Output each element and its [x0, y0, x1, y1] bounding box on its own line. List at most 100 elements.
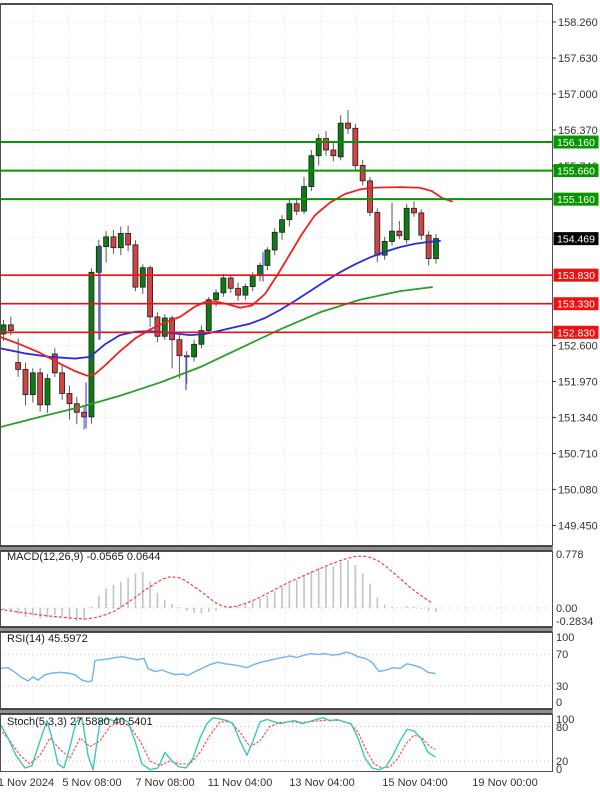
- bull-candle: [139, 267, 146, 288]
- bear-candle: [169, 317, 175, 341]
- current-price-label: 154.469: [557, 234, 595, 246]
- rsi-axis-label: 70: [556, 649, 568, 661]
- bear-candle: [293, 203, 300, 212]
- bull-candle: [381, 241, 388, 256]
- bear-candle: [345, 122, 351, 129]
- bear-candle: [359, 165, 366, 182]
- bear-candle: [81, 411, 88, 418]
- bull-candle: [279, 219, 285, 233]
- bear-candle: [37, 372, 44, 406]
- bear-candle: [15, 362, 22, 370]
- bear-candle: [66, 393, 73, 405]
- bull-candle: [403, 207, 410, 241]
- bull-candle: [242, 286, 249, 296]
- price-axis-label: 157.630: [558, 53, 598, 65]
- price-axis-label: 150.710: [558, 448, 598, 460]
- rsi-axis-label: 100: [556, 632, 574, 644]
- price-axis-label: 152.600: [558, 340, 598, 352]
- rsi-line: [0, 651, 436, 683]
- date-axis-label: 19 Nov 00:00: [472, 777, 537, 789]
- stoch-axis-label: 0: [556, 764, 562, 776]
- bull-candle: [44, 378, 51, 406]
- resistance-price-label: 156.160: [557, 137, 595, 149]
- bear-candle: [125, 233, 132, 246]
- bear-candle: [235, 287, 241, 296]
- bull-candle: [389, 230, 395, 242]
- price-axis-label: 150.080: [558, 484, 598, 496]
- panel-border: [0, 551, 553, 627]
- resistance-price-label-box: [553, 164, 599, 178]
- date-axis-label: 5 Nov 08:00: [62, 777, 121, 789]
- date-axis-label: 1 Nov 2024: [0, 777, 54, 789]
- price-axis-label: 151.970: [558, 376, 598, 388]
- macd-signal-line: [0, 555, 434, 620]
- bull-candle: [205, 299, 212, 331]
- support-price-label-box: [553, 268, 599, 282]
- bull-candle: [117, 233, 124, 249]
- panel-separator: [0, 709, 553, 714]
- current-price-label-box: [553, 232, 599, 246]
- date-axis-label: 13 Nov 04:00: [289, 777, 354, 789]
- macd-axis-label: 0.778: [556, 549, 584, 561]
- bear-candle: [132, 244, 139, 288]
- price-axis-label: 151.340: [558, 412, 598, 424]
- price-axis-label: 156.370: [558, 125, 598, 137]
- ma-green-line: [0, 286, 433, 429]
- bear-candle: [183, 355, 190, 358]
- bull-candle: [271, 231, 278, 251]
- resistance-price-label: 155.160: [557, 194, 595, 206]
- bull-candle: [95, 246, 102, 273]
- ma-blue-line: [0, 239, 441, 360]
- bear-candle: [227, 277, 234, 289]
- rsi-axis-label: 0: [556, 697, 562, 709]
- bull-candle: [264, 249, 271, 266]
- date-axis-label: 11 Nov 04:00: [208, 777, 273, 789]
- bear-candle: [352, 127, 359, 166]
- support-price-label: 153.330: [557, 299, 595, 311]
- bear-candle: [147, 267, 154, 318]
- bear-candle: [323, 138, 329, 151]
- price-axis-label: 158.260: [558, 17, 598, 29]
- rsi-indicator-label: RSI(14) 45.5972: [7, 633, 88, 645]
- date-axis-label: 7 Nov 08:00: [135, 777, 194, 789]
- bear-candle: [418, 212, 425, 236]
- panel-border: [0, 714, 553, 772]
- bear-candle: [59, 372, 66, 394]
- stoch-axis-label: 100: [556, 714, 574, 726]
- bear-candle: [51, 353, 58, 374]
- panel-border: [0, 4, 553, 546]
- stoch-axis-label: 20: [556, 756, 568, 768]
- bear-candle: [411, 207, 417, 214]
- price-axis-label: 149.450: [558, 520, 598, 532]
- bull-candle: [337, 122, 344, 158]
- bull-candle: [29, 372, 36, 395]
- bull-candle: [315, 138, 322, 157]
- bull-candle: [249, 275, 256, 287]
- bear-candle: [176, 339, 183, 357]
- bear-candle: [374, 211, 381, 256]
- support-price-label: 152.830: [557, 327, 595, 339]
- macd-indicator-label: MACD(12,26,9) -0.0565 0.0644: [7, 551, 160, 563]
- bear-candle: [7, 324, 14, 331]
- panel-separator: [0, 627, 553, 632]
- panel-separator: [0, 546, 553, 551]
- macd-axis-label: -0.2834: [556, 616, 593, 628]
- bear-candle: [110, 236, 117, 249]
- support-price-label-box: [553, 325, 599, 339]
- bear-candle: [396, 230, 403, 237]
- bull-candle: [220, 277, 227, 294]
- bear-candle: [425, 234, 432, 259]
- resistance-price-label-box: [553, 135, 599, 149]
- bull-candle: [213, 292, 219, 301]
- price-axis-label: 157.000: [558, 89, 598, 101]
- date-axis-label: 15 Nov 04:00: [382, 777, 447, 789]
- bull-candle: [286, 203, 293, 221]
- bear-candle: [22, 369, 29, 395]
- bull-candle: [191, 343, 197, 358]
- stoch-indicator-label: Stoch(5,3,3) 27.5880 40.5401: [7, 716, 153, 728]
- bull-candle: [433, 238, 439, 259]
- stoch-k-line: [0, 717, 436, 771]
- bear-candle: [367, 180, 373, 213]
- bull-candle: [103, 236, 110, 247]
